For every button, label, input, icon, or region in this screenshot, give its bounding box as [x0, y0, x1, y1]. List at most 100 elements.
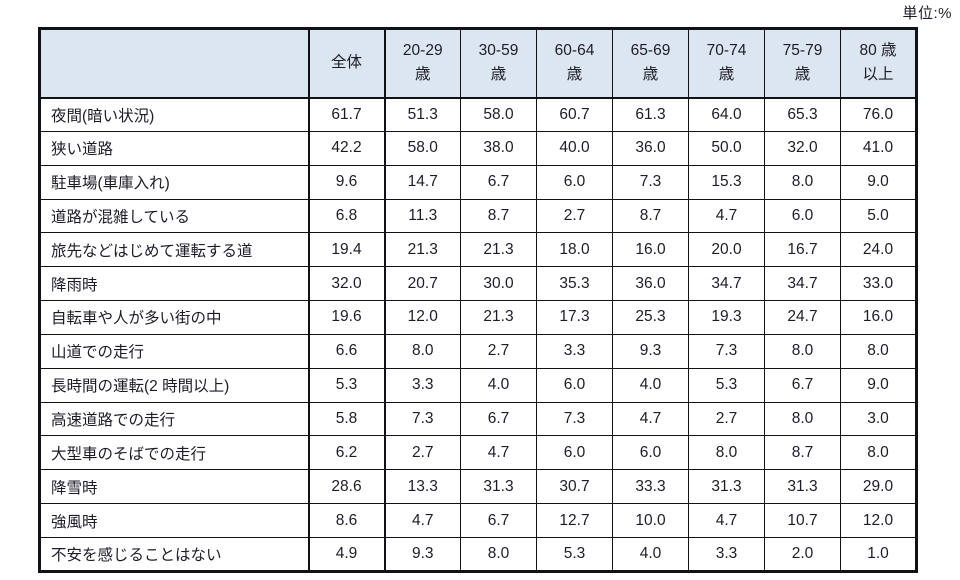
table-cell: 33.3 [612, 469, 689, 505]
table-cell: 2.0 [764, 536, 841, 572]
table-cell: 6.0 [612, 435, 689, 471]
table-cell: 15.3 [688, 164, 765, 200]
table-cell: 41.0 [840, 130, 917, 166]
table-cell: 5.0 [840, 198, 917, 234]
table-cell: 16.7 [764, 232, 841, 268]
table-cell: 29.0 [840, 469, 917, 505]
table-cell: 16.0 [612, 232, 689, 268]
table-cell: 61.3 [612, 97, 689, 132]
table-cell: 24.7 [764, 300, 841, 335]
table-cell: 8.7 [460, 198, 537, 234]
table-cell: 61.7 [308, 97, 386, 132]
table-cell: 32.0 [308, 266, 386, 302]
table-cell: 20.0 [688, 232, 765, 268]
table-row: 強風時 8.6 4.7 6.7 12.7 10.0 4.7 10.7 12.0 [39, 503, 917, 538]
table-cell: 4.0 [612, 367, 689, 403]
table-cell: 14.7 [384, 164, 461, 200]
table-cell: 19.3 [688, 300, 765, 335]
table-cell: 32.0 [764, 130, 841, 166]
header-row: 全体 20-29 歳 30-59 歳 60-64 歳 65-69 歳 70-74 歳 75-… [39, 28, 917, 99]
table-cell: 8.6 [308, 503, 386, 538]
column-header: 70-74 歳 [688, 28, 765, 99]
table-cell: 50.0 [688, 130, 765, 166]
row-label: 降雨時 [39, 266, 310, 302]
column-header: 20-29 歳 [384, 28, 461, 99]
table-row: 旅先などはじめて運転する道 19.4 21.3 21.3 18.0 16.0 20.0 16.… [39, 232, 917, 268]
row-label: 道路が混雑している [39, 198, 310, 234]
table-cell: 4.7 [688, 198, 765, 234]
table-cell: 9.6 [308, 164, 386, 200]
table-cell: 2.7 [460, 333, 537, 369]
table-cell: 8.7 [764, 435, 841, 471]
table-cell: 6.7 [460, 401, 537, 437]
row-label: 狭い道路 [39, 130, 310, 166]
table-cell: 33.0 [840, 266, 917, 302]
table-cell: 3.3 [536, 333, 613, 369]
table-cell: 6.0 [536, 367, 613, 403]
table-cell: 8.7 [612, 198, 689, 234]
table-row: 長時間の運転(2 時間以上) 5.3 3.3 4.0 6.0 4.0 5.3 6.7 9.0 [39, 367, 917, 403]
table-cell: 25.3 [612, 300, 689, 335]
table-cell: 4.7 [688, 503, 765, 538]
table-cell: 6.8 [308, 198, 386, 234]
column-header: 30-59 歳 [460, 28, 537, 99]
table-cell: 3.3 [688, 536, 765, 572]
table-cell: 24.0 [840, 232, 917, 268]
row-label: 夜間(暗い状況) [39, 97, 310, 132]
table-cell: 8.0 [460, 536, 537, 572]
table-cell: 18.0 [536, 232, 613, 268]
table-cell: 6.7 [460, 503, 537, 538]
table-row: 不安を感じることはない 4.9 9.3 8.0 5.3 4.0 3.3 2.0 1.0 [39, 536, 917, 572]
table-cell: 4.0 [612, 536, 689, 572]
table-cell: 13.3 [384, 469, 461, 505]
table-cell: 36.0 [612, 266, 689, 302]
table-row: 大型車のそばでの走行 6.2 2.7 4.7 6.0 6.0 8.0 8.7 8.0 [39, 435, 917, 471]
column-header: 65-69 歳 [612, 28, 689, 99]
table-cell: 3.3 [384, 367, 461, 403]
row-label: 不安を感じることはない [39, 536, 310, 572]
corner-cell [39, 28, 310, 99]
table-cell: 4.7 [384, 503, 461, 538]
column-header: 80 歳 以上 [840, 28, 917, 99]
table-cell: 7.3 [688, 333, 765, 369]
table-cell: 7.3 [536, 401, 613, 437]
row-label: 山道での走行 [39, 333, 310, 369]
table-cell: 64.0 [688, 97, 765, 132]
table-cell: 4.7 [460, 435, 537, 471]
row-label: 駐車場(車庫入れ) [39, 164, 310, 200]
table-cell: 6.0 [536, 435, 613, 471]
table-cell: 9.3 [384, 536, 461, 572]
table-cell: 38.0 [460, 130, 537, 166]
table-cell: 58.0 [460, 97, 537, 132]
row-label: 大型車のそばでの走行 [39, 435, 310, 471]
table-cell: 6.6 [308, 333, 386, 369]
table-cell: 2.7 [536, 198, 613, 234]
table-cell: 19.6 [308, 300, 386, 335]
table-cell: 42.2 [308, 130, 386, 166]
table-row: 狭い道路 42.2 58.0 38.0 40.0 36.0 50.0 32.0 41.0 [39, 130, 917, 166]
table-cell: 36.0 [612, 130, 689, 166]
table-cell: 7.3 [612, 164, 689, 200]
table-cell: 30.7 [536, 469, 613, 505]
table-cell: 8.0 [840, 435, 917, 471]
table-cell: 6.2 [308, 435, 386, 471]
table-cell: 9.0 [840, 164, 917, 200]
table-cell: 20.7 [384, 266, 461, 302]
table-body: 夜間(暗い状況) 61.7 51.3 58.0 60.7 61.3 64.0 65.3 76.0… [39, 97, 917, 572]
row-label: 旅先などはじめて運転する道 [39, 232, 310, 268]
table-cell: 21.3 [460, 232, 537, 268]
table-cell: 12.7 [536, 503, 613, 538]
table-cell: 8.0 [840, 333, 917, 369]
table-cell: 6.0 [764, 198, 841, 234]
table-cell: 10.7 [764, 503, 841, 538]
table-row: 駐車場(車庫入れ) 9.6 14.7 6.7 6.0 7.3 15.3 8.0 9.0 [39, 164, 917, 200]
table-cell: 8.0 [764, 401, 841, 437]
row-label: 降雪時 [39, 469, 310, 505]
table-cell: 5.3 [688, 367, 765, 403]
table-cell: 4.7 [612, 401, 689, 437]
table-cell: 19.4 [308, 232, 386, 268]
table-cell: 8.0 [764, 333, 841, 369]
table-cell: 65.3 [764, 97, 841, 132]
table-cell: 21.3 [384, 232, 461, 268]
table-cell: 17.3 [536, 300, 613, 335]
